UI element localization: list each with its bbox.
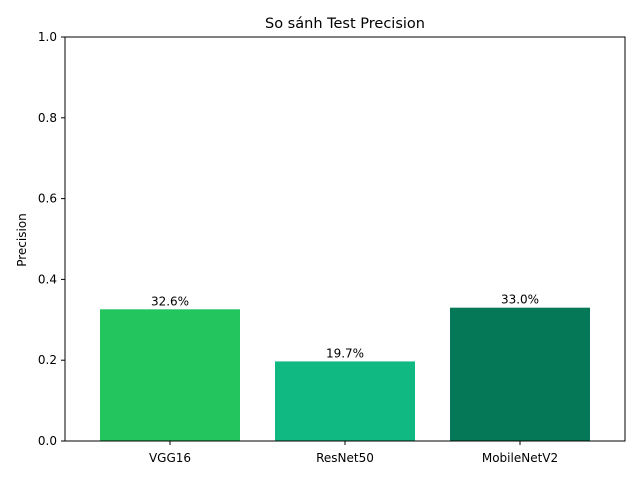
- bar-mobilenetv2: [450, 307, 590, 441]
- y-tick-label: 0.2: [38, 353, 57, 367]
- y-tick-label: 0.0: [38, 434, 57, 448]
- value-label-resnet50: 19.7%: [326, 346, 364, 360]
- value-label-mobilenetv2: 33.0%: [501, 293, 539, 307]
- x-tick-label-vgg16: VGG16: [149, 451, 191, 465]
- bar-vgg16: [100, 309, 240, 441]
- x-axis-ticks: VGG16 ResNet50 MobileNetV2: [149, 441, 558, 465]
- plot-frame: [64, 36, 626, 442]
- y-axis-ticks: 0.0 0.2 0.4 0.6 0.8 1.0: [38, 30, 65, 448]
- y-axis-label: Precision: [15, 213, 29, 267]
- chart-title: So sánh Test Precision: [265, 16, 425, 32]
- bars-layer: [100, 307, 590, 441]
- y-tick-label: 0.8: [38, 111, 57, 125]
- bar-resnet50: [275, 361, 415, 441]
- y-tick-label: 0.4: [38, 272, 57, 286]
- value-labels-layer: 32.6% 19.7% 33.0%: [151, 293, 539, 361]
- x-tick-label-mobilenetv2: MobileNetV2: [482, 451, 558, 465]
- y-tick-label: 1.0: [38, 30, 57, 44]
- y-tick-label: 0.6: [38, 192, 57, 206]
- value-label-vgg16: 32.6%: [151, 294, 189, 308]
- x-tick-label-resnet50: ResNet50: [316, 451, 374, 465]
